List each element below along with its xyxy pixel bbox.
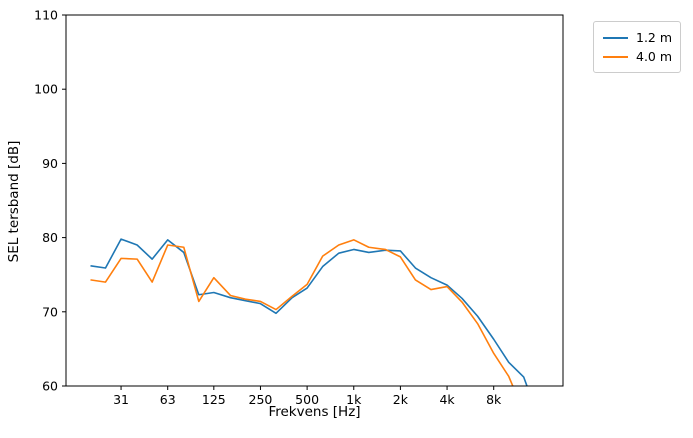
y-tick-label: 70 [42,304,58,319]
legend: 1.2 m 4.0 m [593,21,681,73]
y-axis-label: SEL tersband [dB] [6,140,22,263]
legend-item-4-0m: 4.0 m [603,47,672,66]
series-group [90,238,528,386]
y-tick-label: 60 [42,379,58,394]
y-tick-label: 80 [42,230,58,245]
x-tick-label: 250 [249,392,273,407]
y-tick-label: 100 [34,82,58,97]
legend-label-1-2m: 1.2 m [636,30,673,45]
x-tick-label: 2k [393,392,409,407]
x-tick-label: 125 [202,392,226,407]
legend-item-1-2m: 1.2 m [603,28,672,47]
series-line-1-2-m [90,238,528,386]
x-tick-label: 1k [346,392,362,407]
y-tick-label: 110 [34,8,58,23]
x-axis-ticks: 31 63 125 250 500 1k 2k 4k 8k [113,386,502,407]
y-axis-ticks: 60 70 80 90 100 110 [34,8,66,394]
axes-frame [65,14,564,387]
series-line-4-0-m [90,239,514,386]
legend-label-4-0m: 4.0 m [636,49,673,64]
x-tick-label: 8k [486,392,502,407]
y-tick-label: 90 [42,156,58,171]
legend-line-swatch-blue [603,36,628,39]
x-axis-label: Frekvens [Hz] [268,404,361,420]
x-tick-label: 4k [439,392,455,407]
x-tick-label: 500 [295,392,319,407]
x-tick-label: 63 [160,392,176,407]
x-tick-label: 31 [113,392,129,407]
legend-line-swatch-orange [603,55,628,58]
